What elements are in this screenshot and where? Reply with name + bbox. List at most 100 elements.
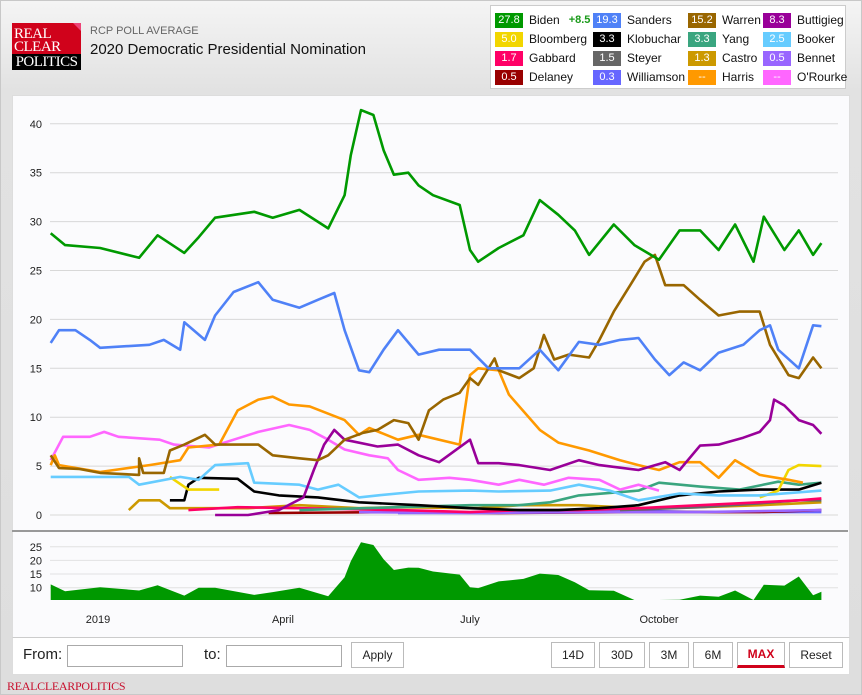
series-line-bloomberg (169, 463, 822, 499)
to-label: to: (204, 646, 221, 663)
reset-button[interactable]: Reset (789, 642, 843, 668)
spread-tick-label: 15 (30, 569, 42, 581)
legend-value-badge: 1.3 (688, 50, 716, 66)
legend-name: Delaney (529, 70, 574, 84)
legend-name: Yang (722, 32, 750, 46)
logo-corner (73, 23, 81, 31)
range-max-button[interactable]: MAX (737, 642, 785, 668)
legend-value-badge: 15.2 (688, 12, 716, 28)
legend-value-badge: -- (688, 69, 716, 85)
y-tick-label: 30 (30, 217, 42, 229)
date-range-controls: From: to: Apply 14D 30D 3M 6M MAX Reset (12, 637, 850, 675)
x-tick-label: October (639, 614, 678, 626)
series-line-warren (49, 253, 823, 477)
plot-area (12, 95, 850, 639)
chart-subtitle: RCP POLL AVERAGE (90, 25, 199, 37)
range-14d-button[interactable]: 14D (551, 642, 595, 668)
logo-line-1: REAL (14, 26, 52, 42)
legend: 27.8 Biden +8.5 19.3 Sanders 15.2 Warren 8.3 But… (490, 5, 847, 89)
legend-item-sanders[interactable]: 19.3 Sanders (593, 12, 672, 28)
series-line-booker (50, 461, 822, 502)
legend-item-castro[interactable]: 1.3 Castro (688, 50, 757, 66)
to-date-input[interactable] (226, 645, 342, 667)
legend-item-gabbard[interactable]: 1.7 Gabbard (495, 50, 576, 66)
series-line-sanders (49, 280, 822, 377)
series-line-yang (299, 480, 822, 512)
legend-value-badge: 2.5 (763, 31, 791, 47)
series-line-biden (49, 108, 823, 263)
spread-tick-label: 25 (30, 542, 42, 554)
legend-value-badge: 0.3 (593, 69, 621, 85)
legend-item-williamson[interactable]: 0.3 Williamson (593, 69, 685, 85)
series-line-bennet (358, 508, 822, 515)
legend-value-badge: 5.0 (495, 31, 523, 47)
legend-value-badge: -- (763, 69, 791, 85)
y-tick-label: 0 (36, 510, 42, 522)
legend-item-orourke[interactable]: -- O'Rourke (763, 69, 847, 85)
from-label: From: (23, 646, 63, 663)
legend-name: Harris (722, 70, 754, 84)
range-30d-button[interactable]: 30D (599, 642, 645, 668)
rcp-logo: REAL CLEAR POLITICS (12, 23, 81, 70)
range-6m-button[interactable]: 6M (693, 642, 733, 668)
legend-name: Williamson (627, 70, 686, 84)
legend-value-badge: 8.3 (763, 12, 791, 28)
legend-value-badge: 0.5 (763, 50, 791, 66)
y-tick-label: 10 (30, 412, 42, 424)
legend-item-klobuchar[interactable]: 3.3 Klobuchar (593, 31, 681, 47)
spread-tick-label: 10 (30, 583, 42, 595)
y-tick-label: 40 (30, 119, 42, 131)
legend-name: Booker (797, 32, 836, 46)
legend-item-buttigieg[interactable]: 8.3 Buttigieg (763, 12, 844, 28)
legend-item-booker[interactable]: 2.5 Booker (763, 31, 835, 47)
y-tick-label: 5 (36, 461, 42, 473)
legend-item-warren[interactable]: 15.2 Warren (688, 12, 761, 28)
legend-item-biden[interactable]: 27.8 Biden +8.5 (495, 12, 590, 28)
legend-value-badge: 27.8 (495, 12, 523, 28)
legend-change: +8.5 (568, 14, 591, 26)
y-tick-label: 35 (30, 168, 42, 180)
legend-item-steyer[interactable]: 1.5 Steyer (593, 50, 662, 66)
range-3m-button[interactable]: 3M (649, 642, 689, 668)
legend-value-badge: 1.5 (593, 50, 621, 66)
x-tick-label: July (460, 614, 480, 626)
x-tick-label: 2019 (86, 614, 110, 626)
legend-value-badge: 0.5 (495, 69, 523, 85)
logo-line-3: POLITICS (12, 54, 81, 70)
legend-value-badge: 3.3 (688, 31, 716, 47)
legend-name: Klobuchar (627, 32, 682, 46)
legend-item-yang[interactable]: 3.3 Yang (688, 31, 749, 47)
footer-brand: REALCLEARPOLITICS (7, 679, 126, 693)
legend-item-harris[interactable]: -- Harris (688, 69, 754, 85)
y-tick-label: 15 (30, 363, 42, 375)
legend-name: Steyer (627, 51, 662, 65)
spread-tick-label: 20 (30, 555, 42, 567)
legend-value-badge: 1.7 (495, 50, 523, 66)
x-tick-label: April (272, 614, 294, 626)
series-line-buttigieg (215, 398, 823, 517)
legend-name: O'Rourke (797, 70, 848, 84)
legend-name: Buttigieg (797, 13, 844, 27)
legend-name: Bloomberg (529, 32, 588, 46)
legend-name: Bennet (797, 51, 836, 65)
series-line-orourke (49, 423, 660, 492)
legend-name: Sanders (627, 13, 672, 27)
legend-item-delaney[interactable]: 0.5 Delaney (495, 69, 573, 85)
y-tick-label: 25 (30, 266, 42, 278)
y-tick-label: 20 (30, 314, 42, 326)
from-date-input[interactable] (67, 645, 183, 667)
legend-name: Gabbard (529, 51, 576, 65)
legend-value-badge: 3.3 (593, 31, 621, 47)
series-line-harris (49, 367, 804, 484)
legend-value-badge: 19.3 (593, 12, 621, 28)
chart-title: 2020 Democratic Presidential Nomination (90, 41, 366, 58)
legend-item-bennet[interactable]: 0.5 Bennet (763, 50, 835, 66)
legend-item-bloomberg[interactable]: 5.0 Bloomberg (495, 31, 587, 47)
spread-area (50, 542, 822, 600)
logo-line-2: CLEAR (14, 39, 61, 55)
apply-button[interactable]: Apply (351, 642, 404, 668)
legend-name: Biden (529, 13, 560, 27)
legend-name: Warren (722, 13, 761, 27)
legend-name: Castro (722, 51, 758, 65)
